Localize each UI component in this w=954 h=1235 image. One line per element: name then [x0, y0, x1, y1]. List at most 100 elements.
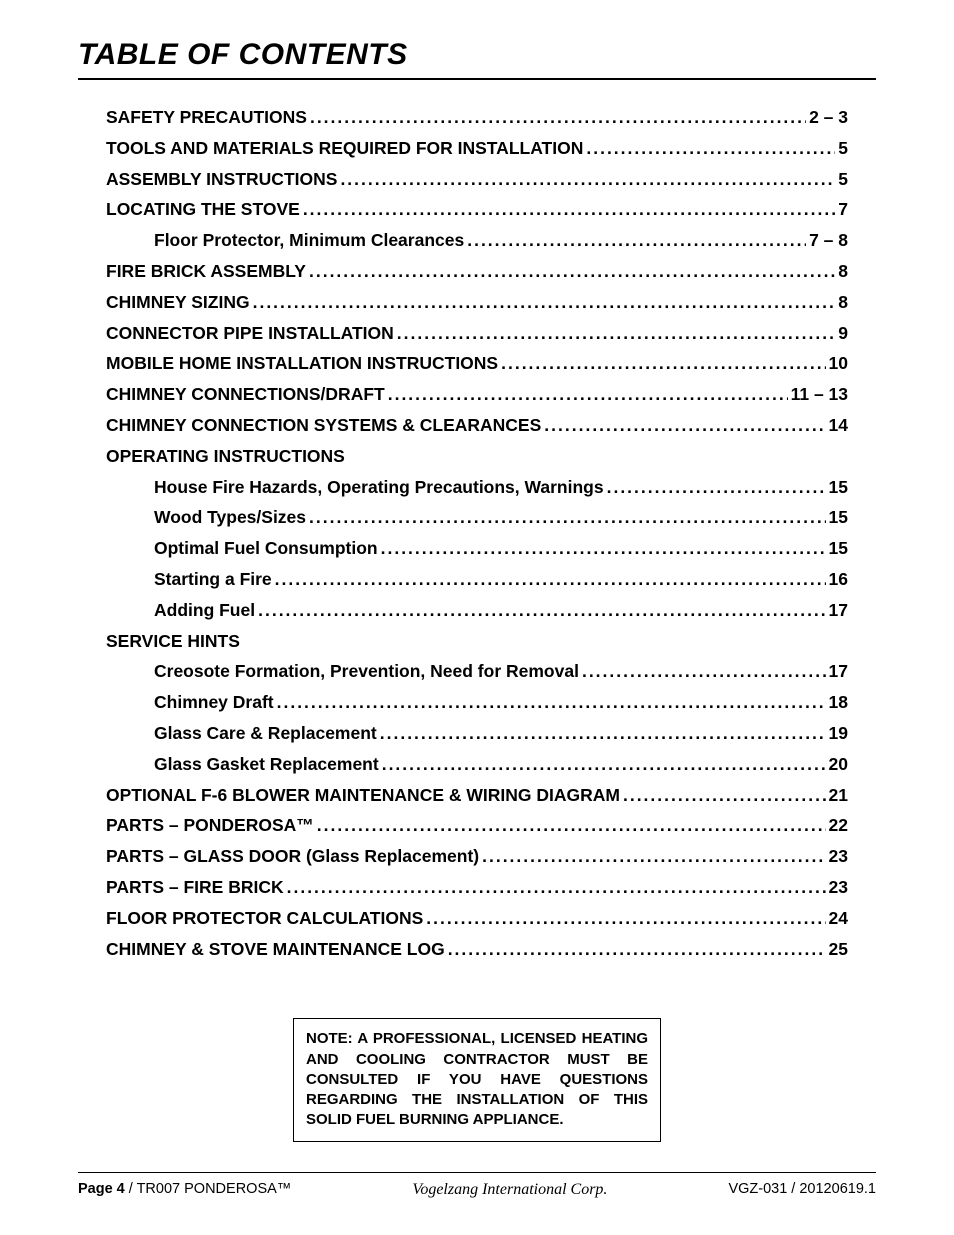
toc-row: Chimney Draft 18 — [106, 687, 848, 718]
toc-leader-dots — [467, 225, 806, 256]
toc-row: Adding Fuel 17 — [106, 595, 848, 626]
toc-page: 9 — [838, 318, 848, 349]
toc-row: PARTS – FIRE BRICK 23 — [106, 872, 848, 903]
toc-label: Creosote Formation, Prevention, Need for… — [154, 656, 579, 687]
footer-center: Vogelzang International Corp. — [412, 1181, 607, 1199]
toc-row: CHIMNEY SIZING 8 — [106, 287, 848, 318]
toc-row: PARTS – GLASS DOOR (Glass Replacement) 2… — [106, 841, 848, 872]
toc-leader-dots — [607, 472, 826, 503]
toc-row: FLOOR PROTECTOR CALCULATIONS 24 — [106, 903, 848, 934]
footer-rule — [78, 1172, 876, 1173]
toc-label: SAFETY PRECAUTIONS — [106, 102, 307, 133]
toc-label: SERVICE HINTS — [106, 626, 240, 657]
toc-label: CHIMNEY SIZING — [106, 287, 250, 318]
footer-right: VGZ-031 / 20120619.1 — [728, 1181, 876, 1199]
toc-label: LOCATING THE STOVE — [106, 194, 300, 225]
toc-page: 19 — [829, 718, 848, 749]
toc-leader-dots — [275, 564, 826, 595]
toc-row: Optimal Fuel Consumption 15 — [106, 533, 848, 564]
toc-label: Floor Protector, Minimum Clearances — [154, 225, 464, 256]
toc-row: OPTIONAL F-6 BLOWER MAINTENANCE & WIRING… — [106, 780, 848, 811]
toc-leader-dots — [388, 379, 788, 410]
toc-leader-dots — [309, 256, 835, 287]
toc-row: LOCATING THE STOVE 7 — [106, 194, 848, 225]
toc-page: 14 — [829, 410, 848, 441]
toc-label: CONNECTOR PIPE INSTALLATION — [106, 318, 394, 349]
toc-leader-dots — [381, 533, 826, 564]
toc-page: 15 — [829, 502, 848, 533]
toc-label: Optimal Fuel Consumption — [154, 533, 378, 564]
toc-page: 5 — [838, 164, 848, 195]
toc-label: OPTIONAL F-6 BLOWER MAINTENANCE & WIRING… — [106, 780, 620, 811]
title-rule — [78, 78, 876, 80]
toc-leader-dots — [258, 595, 825, 626]
toc-leader-dots — [482, 841, 825, 872]
toc-page: 17 — [829, 656, 848, 687]
toc-label: PARTS – PONDEROSA™ — [106, 810, 314, 841]
toc-page: 2 – 3 — [809, 102, 848, 133]
toc-row: Glass Gasket Replacement 20 — [106, 749, 848, 780]
toc-row: FIRE BRICK ASSEMBLY 8 — [106, 256, 848, 287]
toc-leader-dots — [582, 656, 826, 687]
toc-leader-dots — [448, 934, 826, 965]
toc-label: CHIMNEY CONNECTION SYSTEMS & CLEARANCES — [106, 410, 541, 441]
footer-page-number: Page 4 — [78, 1181, 125, 1197]
toc-label: PARTS – GLASS DOOR (Glass Replacement) — [106, 841, 479, 872]
toc-row: CHIMNEY CONNECTIONS/DRAFT 11 – 13 — [106, 379, 848, 410]
page-title: TABLE OF CONTENTS — [78, 38, 876, 72]
toc-label: Chimney Draft — [154, 687, 274, 718]
toc-page: 20 — [829, 749, 848, 780]
page-footer: Page 4 / TR007 PONDEROSA™ Vogelzang Inte… — [78, 1172, 876, 1199]
toc-row: Starting a Fire 16 — [106, 564, 848, 595]
toc-row: Wood Types/Sizes 15 — [106, 502, 848, 533]
toc-page: 10 — [829, 348, 848, 379]
toc-row: CHIMNEY & STOVE MAINTENANCE LOG 25 — [106, 934, 848, 965]
toc-row: CHIMNEY CONNECTION SYSTEMS & CLEARANCES … — [106, 410, 848, 441]
toc-page: 7 — [838, 194, 848, 225]
table-of-contents: SAFETY PRECAUTIONS 2 – 3 TOOLS AND MATERI… — [78, 102, 876, 964]
toc-leader-dots — [382, 749, 826, 780]
toc-page: 21 — [829, 780, 848, 811]
toc-page: 23 — [829, 841, 848, 872]
toc-label: CHIMNEY CONNECTIONS/DRAFT — [106, 379, 385, 410]
footer-model: / TR007 PONDEROSA™ — [125, 1181, 292, 1197]
toc-leader-dots — [309, 502, 826, 533]
toc-label: PARTS – FIRE BRICK — [106, 872, 284, 903]
toc-leader-dots — [380, 718, 826, 749]
toc-row: OPERATING INSTRUCTIONS — [106, 441, 848, 472]
toc-page: 17 — [829, 595, 848, 626]
toc-leader-dots — [287, 872, 826, 903]
toc-label: ASSEMBLY INSTRUCTIONS — [106, 164, 337, 195]
toc-row: Floor Protector, Minimum Clearances 7 – … — [106, 225, 848, 256]
toc-leader-dots — [310, 102, 806, 133]
footer-left: Page 4 / TR007 PONDEROSA™ — [78, 1181, 291, 1199]
toc-page: 18 — [829, 687, 848, 718]
toc-leader-dots — [340, 164, 835, 195]
toc-label: FIRE BRICK ASSEMBLY — [106, 256, 306, 287]
toc-page: 5 — [838, 133, 848, 164]
toc-label: MOBILE HOME INSTALLATION INSTRUCTIONS — [106, 348, 498, 379]
toc-page: 15 — [829, 533, 848, 564]
toc-label: Glass Care & Replacement — [154, 718, 377, 749]
toc-page: 25 — [829, 934, 848, 965]
toc-row: Creosote Formation, Prevention, Need for… — [106, 656, 848, 687]
toc-page: 22 — [829, 810, 848, 841]
toc-row: PARTS – PONDEROSA™ 22 — [106, 810, 848, 841]
toc-leader-dots — [586, 133, 835, 164]
toc-page: 8 — [838, 287, 848, 318]
toc-row: House Fire Hazards, Operating Precaution… — [106, 472, 848, 503]
toc-label: FLOOR PROTECTOR CALCULATIONS — [106, 903, 423, 934]
toc-leader-dots — [623, 780, 826, 811]
toc-leader-dots — [253, 287, 836, 318]
toc-row: Glass Care & Replacement 19 — [106, 718, 848, 749]
toc-page: 11 – 13 — [791, 379, 848, 410]
toc-page: 23 — [829, 872, 848, 903]
toc-leader-dots — [397, 318, 835, 349]
toc-label: TOOLS AND MATERIALS REQUIRED FOR INSTALL… — [106, 133, 583, 164]
toc-page: 16 — [829, 564, 848, 595]
toc-leader-dots — [303, 194, 835, 225]
toc-label: Wood Types/Sizes — [154, 502, 306, 533]
toc-label: Starting a Fire — [154, 564, 272, 595]
toc-row: SERVICE HINTS — [106, 626, 848, 657]
toc-row: TOOLS AND MATERIALS REQUIRED FOR INSTALL… — [106, 133, 848, 164]
